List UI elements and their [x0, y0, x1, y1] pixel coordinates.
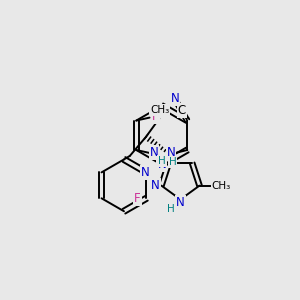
Text: CH₃: CH₃: [150, 105, 170, 115]
Text: C: C: [178, 104, 186, 117]
Text: H: H: [169, 158, 176, 167]
Text: N: N: [170, 92, 179, 105]
Text: N: N: [167, 146, 176, 159]
Text: N: N: [141, 166, 149, 179]
Text: F: F: [152, 110, 159, 123]
Text: H: H: [158, 156, 166, 166]
Text: N: N: [176, 196, 185, 209]
Text: N: N: [158, 158, 166, 171]
Text: N: N: [150, 146, 158, 159]
Text: H: H: [167, 204, 175, 214]
Text: F: F: [134, 192, 141, 205]
Text: CH₃: CH₃: [212, 181, 231, 190]
Text: N: N: [151, 179, 160, 192]
